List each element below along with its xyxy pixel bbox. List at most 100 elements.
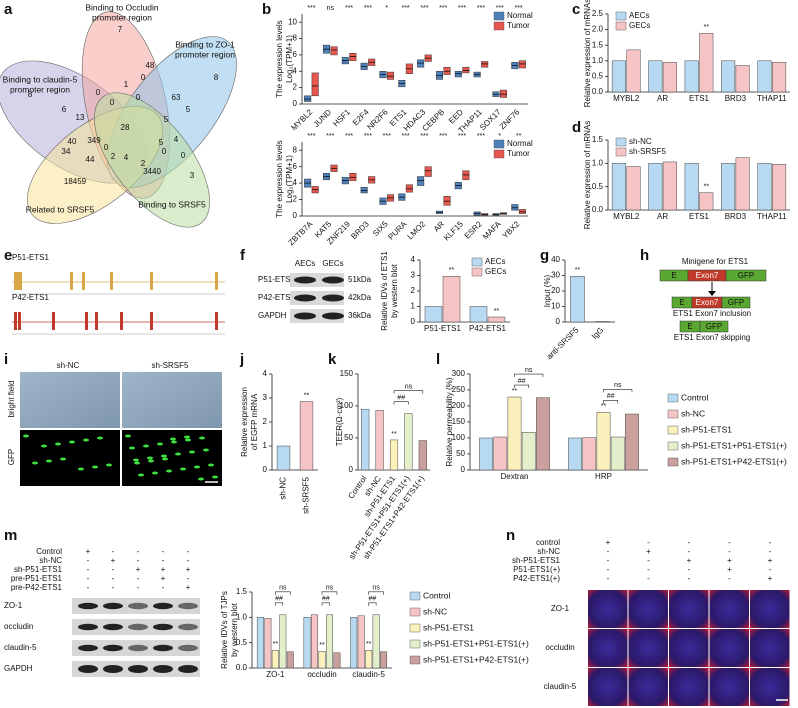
bar xyxy=(389,439,399,471)
x-tick-label: MAFA xyxy=(481,219,503,241)
box-label: Exon7 xyxy=(696,298,719,307)
sign: - xyxy=(137,583,140,592)
significance: ** xyxy=(516,133,522,140)
legend-swatch xyxy=(615,21,627,31)
legend-label: sh-NC xyxy=(423,606,447,616)
sign: - xyxy=(647,538,650,547)
comparison-label: ## xyxy=(518,378,526,385)
decoration xyxy=(514,384,530,389)
decoration xyxy=(92,465,98,469)
decoration xyxy=(85,312,88,330)
legend-swatch xyxy=(493,139,505,149)
legend-label: sh-P51-ETS1 xyxy=(681,424,732,434)
y-tick-label: 2 xyxy=(411,286,416,295)
y-tick-label: 3 xyxy=(263,393,268,402)
y-tick-label: 40 xyxy=(551,255,560,264)
decoration xyxy=(178,665,198,673)
panel-label: c xyxy=(572,1,580,18)
y-tick-label: 0.5 xyxy=(592,182,604,191)
y-tick-label: 0 xyxy=(263,465,268,474)
y-tick-label: 4 xyxy=(411,255,416,264)
y-axis-label: Relative expression xyxy=(240,387,249,457)
legend-swatch xyxy=(667,441,679,451)
diagram-title: Minigene for ETS1 xyxy=(682,257,749,266)
decoration xyxy=(97,436,103,440)
bar xyxy=(311,614,319,669)
venn-count: 0 xyxy=(136,93,141,102)
y-tick-label: 0 xyxy=(556,317,561,326)
venn-count: 1 xyxy=(124,80,129,89)
decoration xyxy=(180,467,186,471)
y-tick-label: 1 xyxy=(263,441,268,450)
y-tick-label: 250 xyxy=(452,385,466,394)
y-axis-label: Relative expression of mRNAs xyxy=(583,0,592,107)
y-axis-label: TEER(Ω·cm²) xyxy=(335,397,344,446)
y-tick-label: 150 xyxy=(340,369,354,378)
row-label: bright field xyxy=(7,381,16,418)
x-tick-label: MYBL2 xyxy=(613,94,640,103)
y-tick-label: 2.5 xyxy=(592,9,604,18)
y-tick-label: 1.5 xyxy=(236,587,248,596)
row-label: GFP xyxy=(7,449,16,465)
decoration xyxy=(162,457,168,461)
significance: *** xyxy=(477,133,485,140)
decoration xyxy=(41,444,47,448)
decoration xyxy=(628,590,668,628)
condition-label: control xyxy=(536,538,560,547)
y-tick-label: 0.0 xyxy=(592,87,604,96)
sign: - xyxy=(688,574,691,583)
caption: ETS1 Exon7 skipping xyxy=(674,333,751,342)
significance: *** xyxy=(364,5,372,12)
sign: + xyxy=(161,574,166,583)
sign: - xyxy=(187,574,190,583)
legend-swatch xyxy=(409,591,421,601)
sign: - xyxy=(162,547,165,556)
set-label: Related to SRSF5 xyxy=(26,204,95,214)
decoration xyxy=(178,623,198,631)
row-label: occludin xyxy=(545,643,574,652)
decoration xyxy=(185,438,191,442)
bar xyxy=(404,413,413,471)
decoration xyxy=(198,477,204,481)
box-label: GFP xyxy=(706,322,722,331)
venn-count: 8 xyxy=(214,73,219,82)
comparison-label: ns xyxy=(326,585,334,592)
y-tick-label: 150 xyxy=(452,417,466,426)
y-tick-label: 4 xyxy=(263,369,268,378)
bar xyxy=(757,163,772,211)
x-tick-label: AR xyxy=(657,212,668,221)
y-tick-label: 4 xyxy=(293,178,298,187)
venn-count: 44 xyxy=(86,155,95,164)
condition-label: P51-ETS1(+) xyxy=(513,565,560,574)
x-tick-label: BRD3 xyxy=(725,94,747,103)
legend-swatch xyxy=(409,655,421,665)
x-tick-label: YBX2 xyxy=(501,219,522,240)
venn-count: 7 xyxy=(118,25,123,34)
decoration xyxy=(14,272,22,290)
decoration xyxy=(603,400,619,404)
venn-count: 4 xyxy=(174,135,179,144)
y-axis-label: Input (%) xyxy=(543,274,552,307)
condition-label: P42-ETS1(+) xyxy=(513,574,560,583)
venn-count: 3440 xyxy=(143,167,161,176)
significance: ** xyxy=(575,267,581,274)
decoration xyxy=(128,623,148,631)
decoration xyxy=(157,442,163,446)
x-tick-label: ETS1 xyxy=(689,94,710,103)
decoration xyxy=(189,450,195,454)
x-tick-label: P42-ETS1 xyxy=(469,324,506,333)
x-tick-label: claudin-5 xyxy=(352,670,385,679)
bar xyxy=(493,436,508,471)
significance: ns xyxy=(327,5,335,12)
condition-label: sh-NC xyxy=(537,547,560,556)
bar xyxy=(570,276,585,323)
x-tick-label: PURA xyxy=(386,219,409,242)
significance: *** xyxy=(307,5,315,12)
sign: - xyxy=(87,583,90,592)
y-tick-label: 0.5 xyxy=(236,638,248,647)
venn-count: 5 xyxy=(164,115,169,124)
venn-count: 40 xyxy=(68,137,77,146)
caption: ETS1 Exon7 inclusion xyxy=(673,309,751,318)
bar xyxy=(699,192,714,211)
bar xyxy=(662,161,677,211)
